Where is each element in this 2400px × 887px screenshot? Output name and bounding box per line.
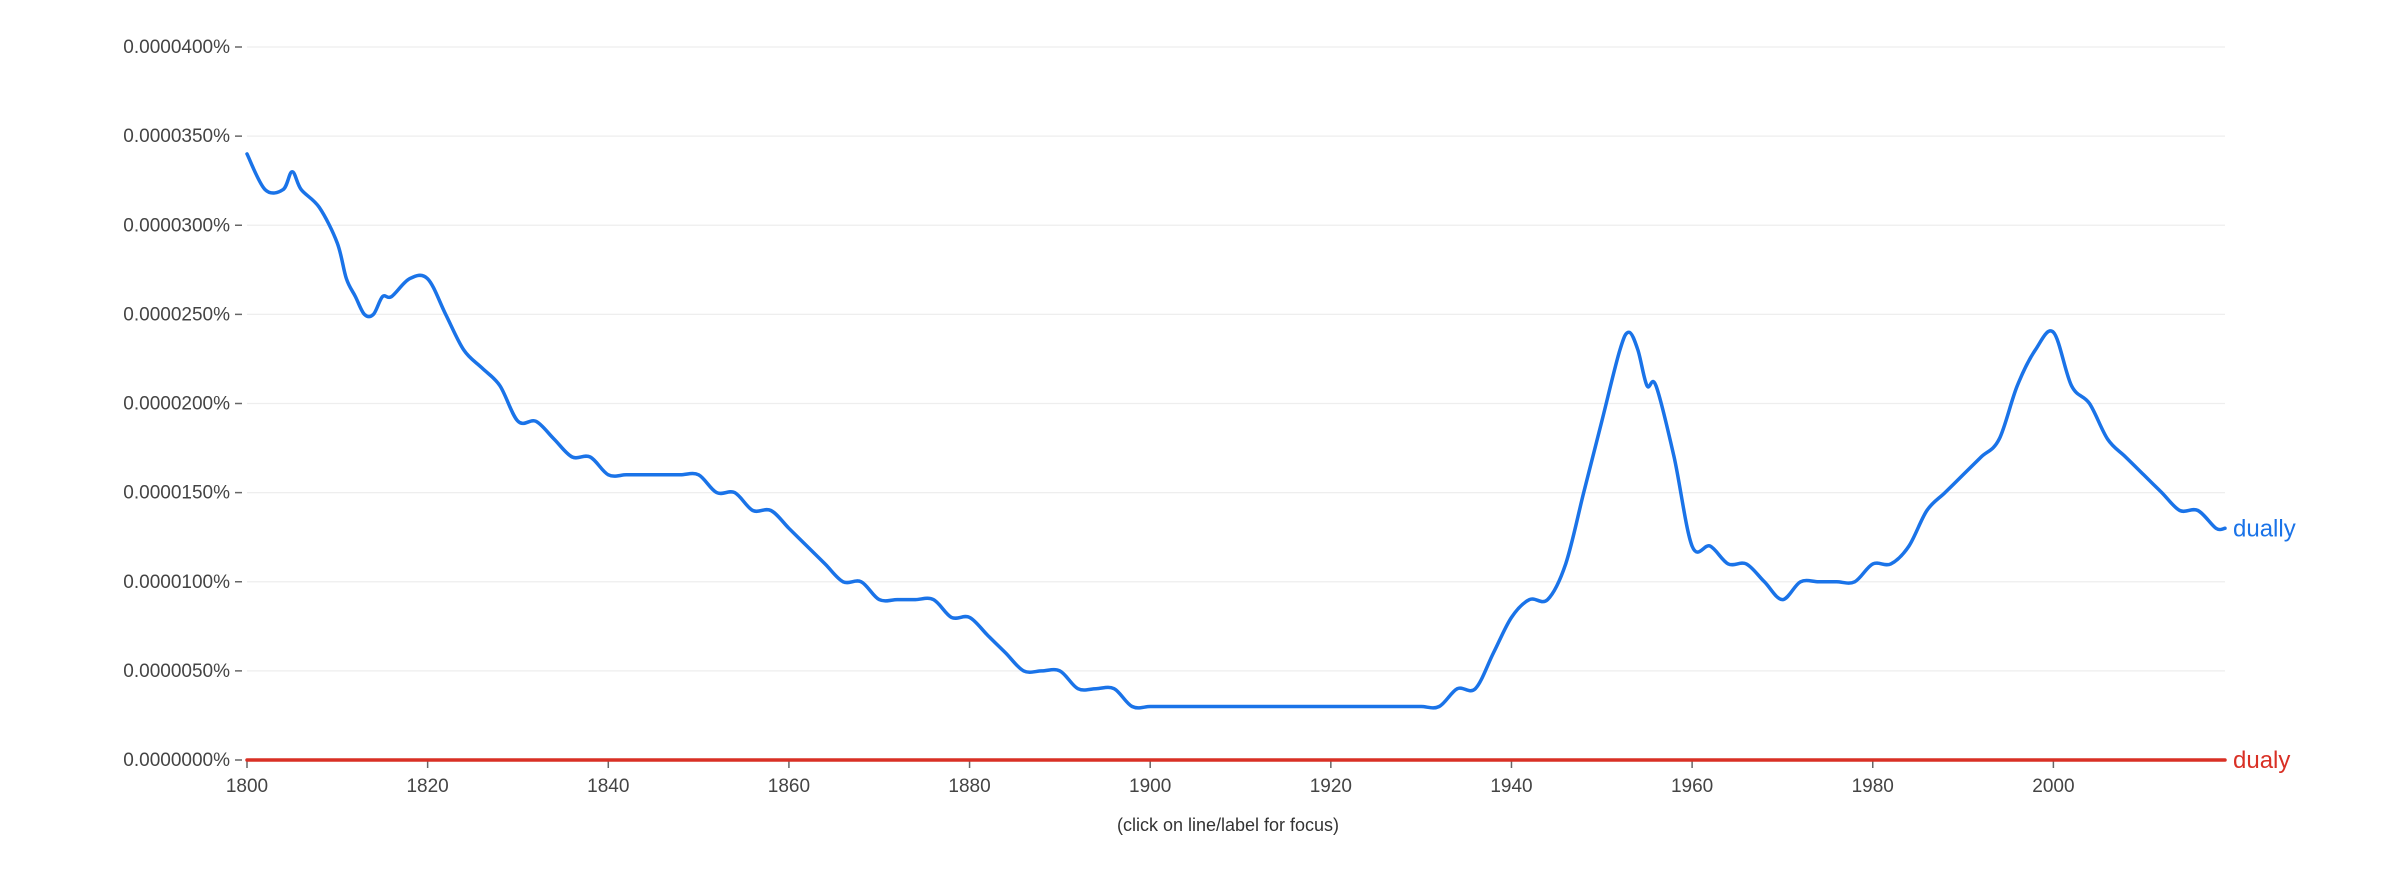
series-lines	[245, 152, 2227, 762]
series-label-dually[interactable]: dually	[2233, 515, 2296, 542]
x-tick-label: 1840	[587, 776, 629, 797]
y-tick-label: 0.0000350%	[123, 126, 230, 147]
series-line-dually[interactable]	[245, 152, 2227, 710]
x-tick-label: 1800	[226, 776, 268, 797]
gridlines	[247, 46, 2225, 761]
x-tick-label: 2000	[2032, 776, 2074, 797]
x-tick-label: 1860	[768, 776, 810, 797]
y-tick-label: 0.0000200%	[123, 394, 230, 415]
x-tick-label: 1960	[1671, 776, 1713, 797]
x-tick-label: 1820	[406, 776, 448, 797]
series-labels: dually dualy	[2233, 515, 2296, 774]
y-tick-label: 0.0000150%	[123, 483, 230, 504]
x-axis: 1800 1820 1840 1860 1880 1900 1920 1940 1960 1980…	[226, 760, 2075, 797]
y-axis: 0.0000000% 0.0000050% 0.0000100% 0.0000150%…	[123, 37, 242, 771]
series-label-dualy[interactable]: dualy	[2233, 747, 2290, 774]
focus-hint-text: (click on line/label for focus)	[1117, 815, 1339, 835]
x-tick-label: 1920	[1310, 776, 1352, 797]
x-tick-label: 1900	[1129, 776, 1171, 797]
x-tick-label: 1880	[948, 776, 990, 797]
y-tick-label: 0.0000400%	[123, 37, 230, 58]
y-tick-label: 0.0000100%	[123, 572, 230, 593]
x-tick-label: 1940	[1490, 776, 1532, 797]
y-tick-label: 0.0000300%	[123, 215, 230, 236]
x-tick-label: 1980	[1852, 776, 1894, 797]
y-tick-label: 0.0000250%	[123, 304, 230, 325]
y-tick-label: 0.0000050%	[123, 661, 230, 682]
y-tick-label: 0.0000000%	[123, 750, 230, 771]
